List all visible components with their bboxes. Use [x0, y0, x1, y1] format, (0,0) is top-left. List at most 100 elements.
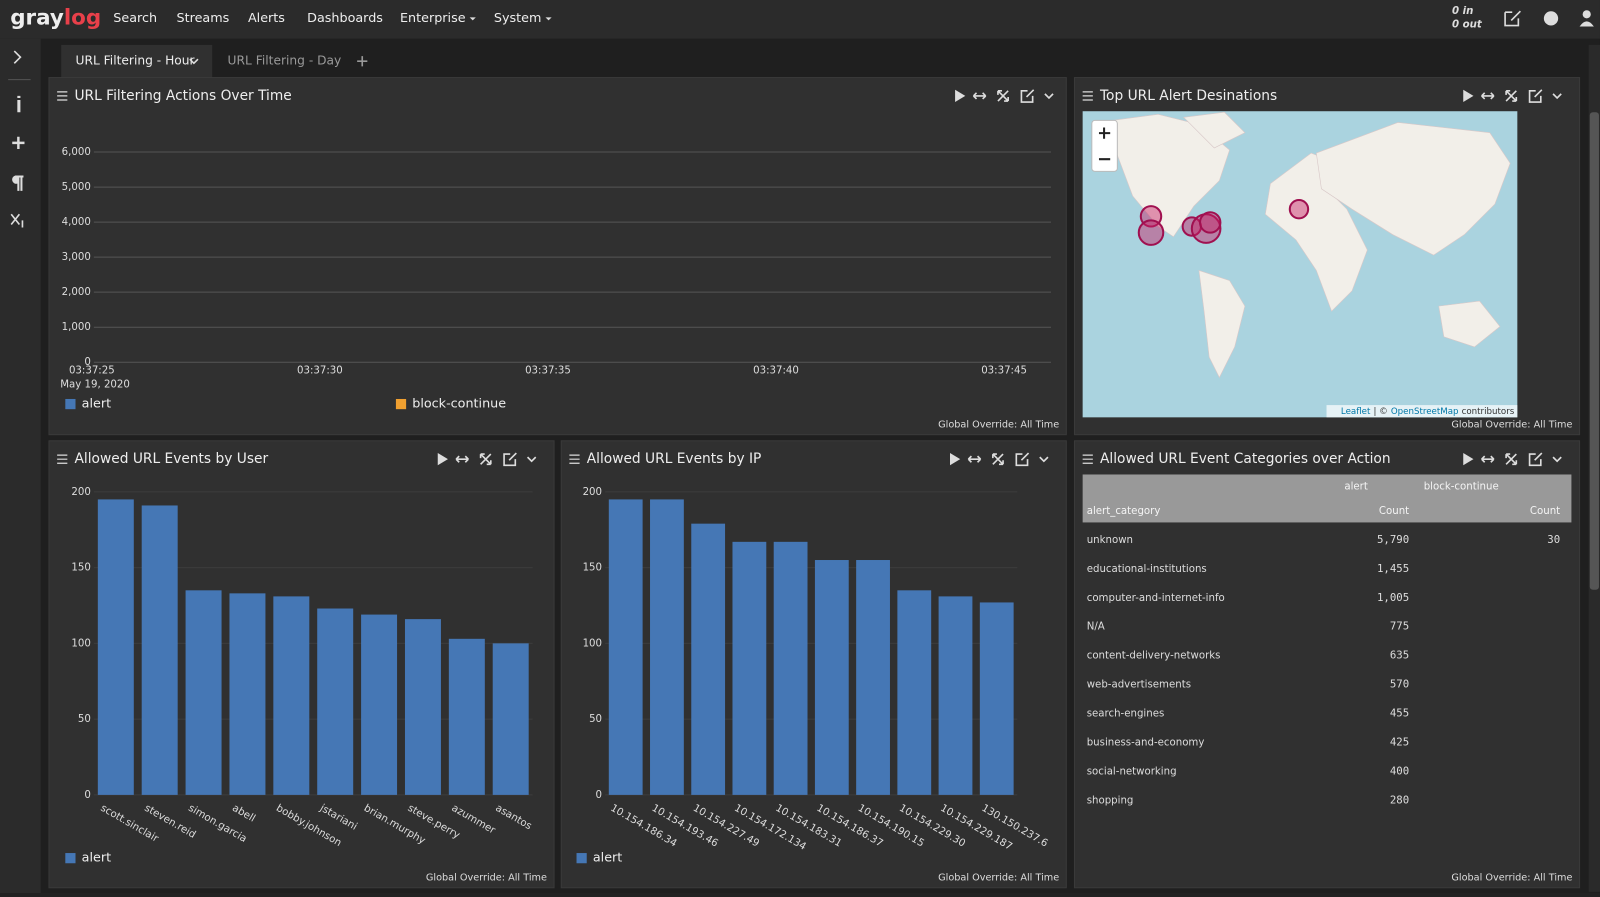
- expand-icon[interactable]: [13, 50, 22, 64]
- map-marker[interactable]: [1288, 198, 1310, 220]
- column-header: Count: [1379, 506, 1409, 517]
- edit-icon[interactable]: [1528, 452, 1543, 467]
- expand-icon[interactable]: [1505, 453, 1518, 466]
- attribution-part: contributors: [1462, 407, 1515, 417]
- y-tick-label: 150: [71, 563, 90, 574]
- bar[interactable]: [856, 560, 890, 795]
- bar[interactable]: [185, 590, 222, 795]
- land: [1183, 111, 1246, 149]
- table-cell: 1,005: [1377, 591, 1409, 604]
- widget-title: URL Filtering Actions Over Time: [74, 88, 291, 104]
- bar[interactable]: [448, 638, 485, 795]
- info-icon[interactable]: [17, 95, 21, 113]
- subscript-icon[interactable]: [10, 213, 24, 228]
- table-cell: search-engines: [1087, 709, 1165, 720]
- drag-handle[interactable]: [57, 91, 68, 101]
- scroll-thumb[interactable]: [1589, 112, 1599, 590]
- nav-item[interactable]: Dashboards: [307, 11, 383, 26]
- help-icon[interactable]: [1543, 11, 1559, 26]
- menu-icon[interactable]: [526, 456, 537, 463]
- tab[interactable]: URL Filtering - Day: [228, 54, 342, 68]
- legend-swatch: [395, 398, 407, 410]
- table-cell: content-delivery-networks: [1087, 651, 1221, 662]
- play-icon[interactable]: [1463, 453, 1474, 466]
- bar[interactable]: [608, 499, 643, 795]
- nav-item[interactable]: Enterprise: [400, 11, 466, 26]
- widget-footer: Global Override: All Time: [938, 419, 1059, 430]
- bar[interactable]: [691, 523, 726, 795]
- group-header: block-continue: [1424, 482, 1499, 493]
- bar[interactable]: [273, 596, 310, 795]
- bar[interactable]: [773, 541, 808, 795]
- bar[interactable]: [492, 643, 529, 795]
- bar[interactable]: [650, 499, 684, 795]
- tab[interactable]: URL Filtering - Hour: [76, 54, 196, 68]
- nav-item[interactable]: System: [494, 11, 542, 26]
- y-tick-label: 0: [84, 357, 90, 368]
- menu-icon[interactable]: [1552, 93, 1562, 100]
- expand-icon[interactable]: [997, 89, 1009, 102]
- bar[interactable]: [814, 560, 849, 795]
- expand-icon[interactable]: [479, 453, 492, 466]
- tab-active[interactable]: [61, 44, 213, 78]
- play-icon[interactable]: [949, 453, 961, 466]
- expand-icon[interactable]: [1505, 89, 1518, 102]
- edit-icon[interactable]: [1020, 89, 1035, 103]
- widget-footer: Global Override: All Time: [426, 873, 547, 884]
- drag-handle[interactable]: [1082, 454, 1093, 464]
- play-icon[interactable]: [437, 453, 448, 466]
- sidebar: [0, 38, 41, 896]
- bar[interactable]: [897, 590, 932, 795]
- bar[interactable]: [317, 608, 354, 795]
- width-icon[interactable]: [455, 455, 469, 463]
- x-tick-label: 03:37:45: [981, 365, 1027, 376]
- add-tab[interactable]: [357, 56, 368, 67]
- edit-icon[interactable]: [1504, 10, 1521, 27]
- bar[interactable]: [938, 596, 973, 795]
- menu-icon[interactable]: [1552, 456, 1562, 463]
- width-icon[interactable]: [1481, 455, 1495, 463]
- play-icon[interactable]: [1463, 89, 1474, 103]
- drag-handle[interactable]: [569, 454, 580, 464]
- nav-item[interactable]: Search: [113, 11, 157, 26]
- edit-icon[interactable]: [503, 452, 517, 467]
- expand-icon[interactable]: [992, 453, 1004, 466]
- bar[interactable]: [141, 505, 178, 795]
- table-cell: 775: [1390, 620, 1409, 633]
- width-icon[interactable]: [967, 455, 982, 463]
- attribution-part: OpenStreetMap: [1391, 407, 1459, 417]
- bar[interactable]: [229, 593, 266, 795]
- bar[interactable]: [97, 499, 134, 795]
- width-icon[interactable]: [972, 92, 987, 100]
- navbar: [0, 0, 1600, 39]
- menu-icon[interactable]: [1044, 93, 1054, 100]
- map-marker[interactable]: [1190, 213, 1222, 244]
- y-tick-label: 200: [583, 487, 602, 498]
- edit-icon[interactable]: [1528, 89, 1543, 103]
- width-icon[interactable]: [1481, 92, 1495, 100]
- map-marker[interactable]: [1137, 219, 1165, 246]
- x-tick-label: 03:37:35: [525, 365, 571, 376]
- bar[interactable]: [361, 614, 398, 795]
- user-icon[interactable]: [1582, 10, 1591, 19]
- drag-handle[interactable]: [1082, 91, 1093, 101]
- table-cell: N/A: [1087, 622, 1105, 633]
- bar[interactable]: [979, 602, 1014, 795]
- drag-handle[interactable]: [57, 454, 68, 464]
- widget-footer: Global Override: All Time: [1451, 419, 1572, 430]
- throughput-out: 0 out: [1452, 19, 1483, 30]
- nav-item[interactable]: Alerts: [248, 11, 285, 26]
- widget-footer: Global Override: All Time: [1451, 873, 1572, 884]
- paragraph-icon[interactable]: [12, 175, 24, 191]
- edit-icon[interactable]: [1015, 452, 1030, 467]
- bar[interactable]: [732, 541, 767, 795]
- add-icon[interactable]: [12, 136, 25, 149]
- y-tick-label: 150: [583, 563, 602, 574]
- bar[interactable]: [404, 619, 441, 795]
- menu-icon[interactable]: [1039, 456, 1049, 463]
- map-marker[interactable]: [1198, 211, 1222, 234]
- play-icon[interactable]: [955, 89, 966, 103]
- zoom-in[interactable]: [1098, 127, 1111, 161]
- nav-item[interactable]: Streams: [177, 11, 230, 26]
- tab-caret: [189, 58, 199, 65]
